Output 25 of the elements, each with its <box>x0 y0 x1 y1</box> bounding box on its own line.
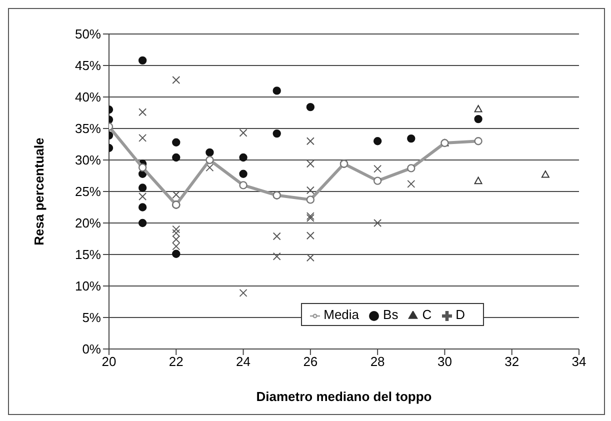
y-tick-label: 30% <box>74 152 102 168</box>
x-tick-label: 28 <box>370 354 385 370</box>
legend-label: C <box>422 307 432 322</box>
x-tick-label: 34 <box>572 354 586 370</box>
x-axis-title: Diametro mediano del toppo <box>256 389 432 404</box>
x-tick-label: 26 <box>303 354 318 370</box>
y-tick-label: 20% <box>74 216 102 231</box>
y-tick-label: 15% <box>74 247 102 262</box>
y-tick-label: 40% <box>74 90 102 105</box>
legend-label: D <box>456 307 465 322</box>
y-tick-label: 50% <box>74 26 102 42</box>
x-tick-label: 24 <box>236 354 251 370</box>
y-tick-label: 25% <box>74 184 102 200</box>
y-axis-title: Resa percentuale <box>32 138 47 246</box>
x-tick-label: 22 <box>168 354 184 370</box>
y-tick-label: 45% <box>74 58 102 74</box>
y-tick-label: 10% <box>74 278 102 294</box>
legend-label: Media <box>324 307 360 322</box>
x-tick-label: 30 <box>437 354 452 370</box>
x-tick-label: 32 <box>504 354 520 370</box>
x-tick-label: 20 <box>102 354 116 370</box>
y-tick-label: 0% <box>82 342 102 357</box>
y-tick-label: 5% <box>82 310 102 326</box>
y-tick-label: 35% <box>74 121 102 136</box>
legend-label: Bs <box>383 307 398 322</box>
